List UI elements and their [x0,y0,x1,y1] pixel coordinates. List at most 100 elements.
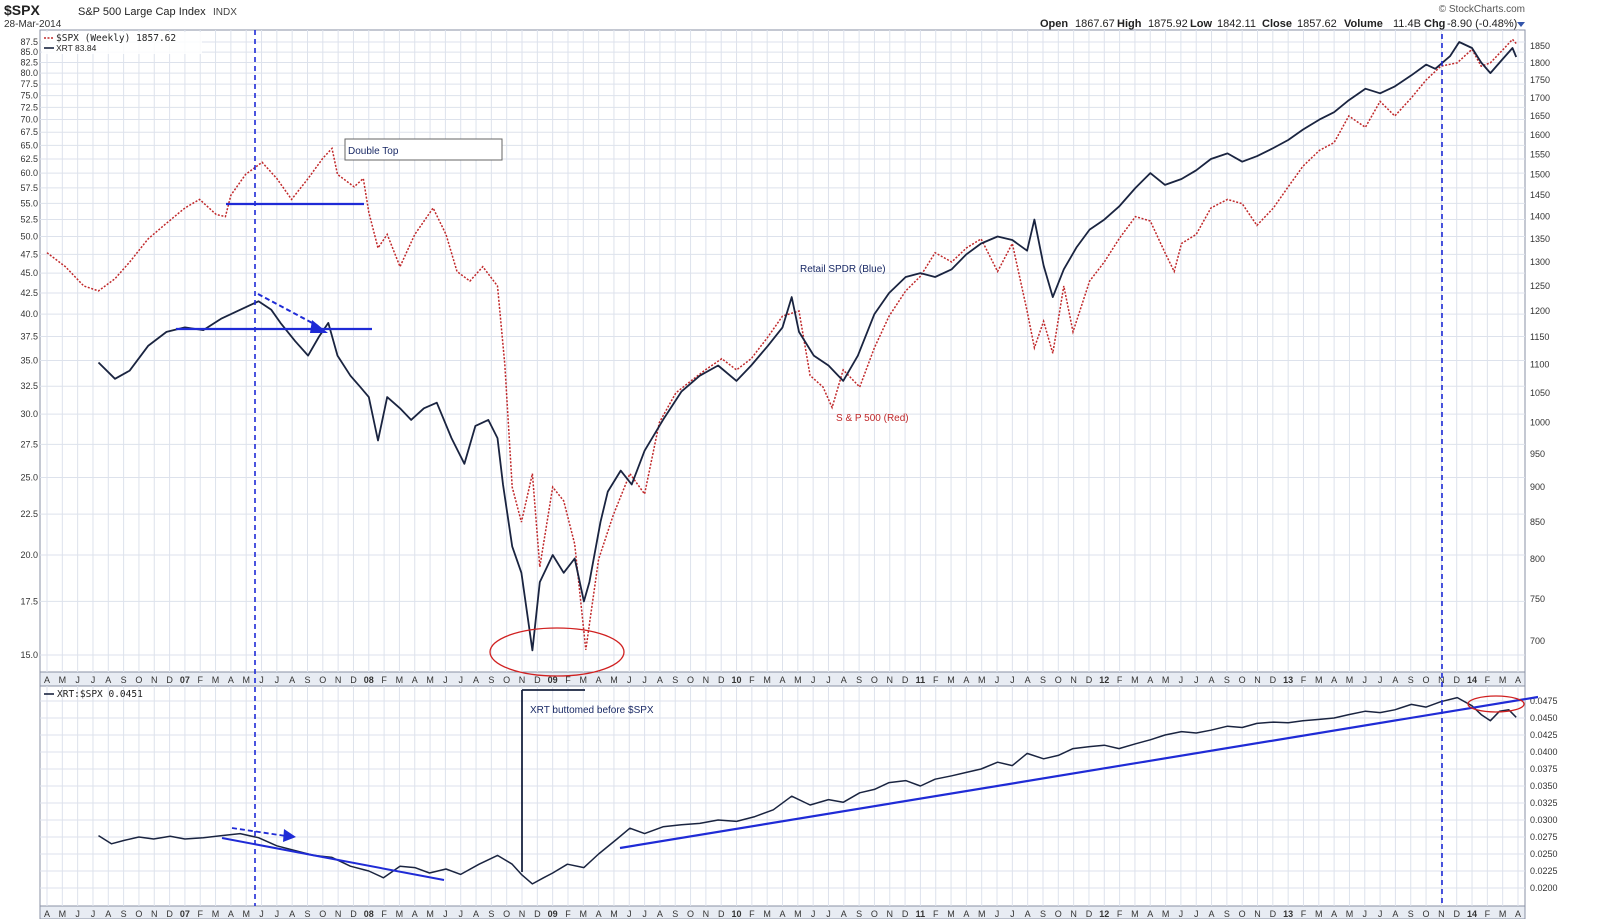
x-tick-label: A [963,909,969,919]
y-ratio-tick-label: 0.0325 [1530,798,1558,808]
bottom-circle [489,627,625,677]
x-tick-label: D [534,675,541,685]
x-tick-label: A [596,675,602,685]
x-tick-label: F [381,909,387,919]
x-tick-label: J [627,675,632,685]
x-tick-label: N [1070,909,1077,919]
index-name: S&P 500 Large Cap Index [78,6,206,18]
x-tick-label: J [811,675,816,685]
y-left-tick-label: 27.5 [20,439,38,449]
y-ratio-tick-label: 0.0450 [1530,713,1558,723]
y-right-tick-label: 1050 [1530,388,1550,398]
x-tick-label: J [995,909,1000,919]
x-tick-label: D [1453,909,1460,919]
x-tick-label: D [350,675,357,685]
x-tick-label: F [197,909,203,919]
retail-label: Retail SPDR (Blue) [800,264,886,275]
y-ratio-tick-label: 0.0250 [1530,849,1558,859]
y-left-tick-label: 55.0 [20,198,38,208]
y-right-tick-label: 700 [1530,636,1545,646]
bottomed-label: XRT buttomed before $SPX [530,705,654,716]
x-tick-label: F [1117,675,1123,685]
x-tick-label: M [1499,909,1507,919]
y-ratio-tick-label: 0.0475 [1530,696,1558,706]
x-tick-label: 13 [1283,675,1293,685]
x-tick-label: N [1254,675,1261,685]
x-tick-label: O [1055,675,1062,685]
x-tick-label: A [779,675,785,685]
x-tick-label: N [703,675,710,685]
x-tick-label: D [902,675,909,685]
sp500-label: S & P 500 (Red) [836,413,909,424]
x-tick-label: A [473,909,479,919]
spx-legend-label: $SPX (Weekly) 1857.62 [56,33,176,44]
x-tick-label: M [610,909,618,919]
x-tick-label: F [1485,909,1491,919]
y-left-tick-label: 25.0 [20,472,38,482]
x-tick-label: M [426,675,434,685]
y-right-tick-label: 1300 [1530,257,1550,267]
y-right-tick-label: 1000 [1530,418,1550,428]
x-tick-label: A [1515,675,1521,685]
x-tick-label: A [1147,675,1153,685]
chg-label: Chg [1424,18,1445,30]
x-tick-label: M [763,909,771,919]
annotation-overlays: Double Top Retail SPDR (Blue) S & P 500 … [176,30,1539,906]
y-right-tick-label: 950 [1530,449,1545,459]
high-value: 1875.92 [1148,18,1188,30]
x-tick-label: J [259,675,264,685]
y-ratio-tick-label: 0.0400 [1530,747,1558,757]
x-tick-label: 07 [180,675,190,685]
exchange-label: INDX [213,7,237,18]
x-tick-label: J [627,909,632,919]
y-right-tick-label: 1250 [1530,281,1550,291]
x-tick-label: 07 [180,909,190,919]
y-left-tick-label: 22.5 [20,509,38,519]
x-tick-label: J [458,675,463,685]
x-tick-label: M [947,909,955,919]
x-tick-label: D [1086,675,1093,685]
y-left-tick-label: 40.0 [20,309,38,319]
y-right-tick-label: 1400 [1530,212,1550,222]
close-value: 1857.62 [1297,18,1337,30]
x-tick-label: N [1438,909,1445,919]
x-tick-label: A [779,909,785,919]
x-tick-label: N [1070,675,1077,685]
x-tick-label: M [1346,909,1354,919]
y-ratio-tick-label: 0.0375 [1530,764,1558,774]
x-tick-label: J [443,675,448,685]
x-tick-label: N [703,909,710,919]
x-tick-label: J [1194,909,1199,919]
x-tick-label: M [947,675,955,685]
x-tick-label: 09 [548,675,558,685]
y-left-tick-label: 42.5 [20,288,38,298]
chart-date: 28-Mar-2014 [4,19,62,30]
x-tick-label: N [151,675,158,685]
x-tick-label: M [426,909,434,919]
xrt-lower-high-arrow [257,293,319,327]
x-tick-label: A [228,675,234,685]
ratio-downtrend-line [221,837,445,881]
symbol-title: $SPX [4,2,40,18]
x-tick-label: O [687,909,694,919]
x-tick-label: D [718,909,725,919]
y-left-tick-label: 52.5 [20,215,38,225]
brand-logo: © StockCharts.com [1439,4,1525,15]
x-tick-label: A [963,675,969,685]
x-tick-label: J [1378,909,1383,919]
x-tick-label: F [1301,675,1307,685]
x-tick-label: O [1239,909,1246,919]
y-right-tick-label: 1100 [1530,359,1549,369]
x-tick-label: O [503,909,510,919]
x-tick-label: M [580,675,588,685]
close-label: Close [1262,18,1292,30]
x-tick-label: J [259,909,264,919]
x-tick-label: 12 [1099,909,1109,919]
x-tick-label: F [749,675,755,685]
y-left-tick-label: 67.5 [20,127,38,137]
x-tick-label: M [610,675,618,685]
chevron-down-icon[interactable] [1517,22,1525,27]
x-tick-label: 09 [548,909,558,919]
x-tick-label: M [212,909,220,919]
x-tick-label: A [1331,675,1337,685]
